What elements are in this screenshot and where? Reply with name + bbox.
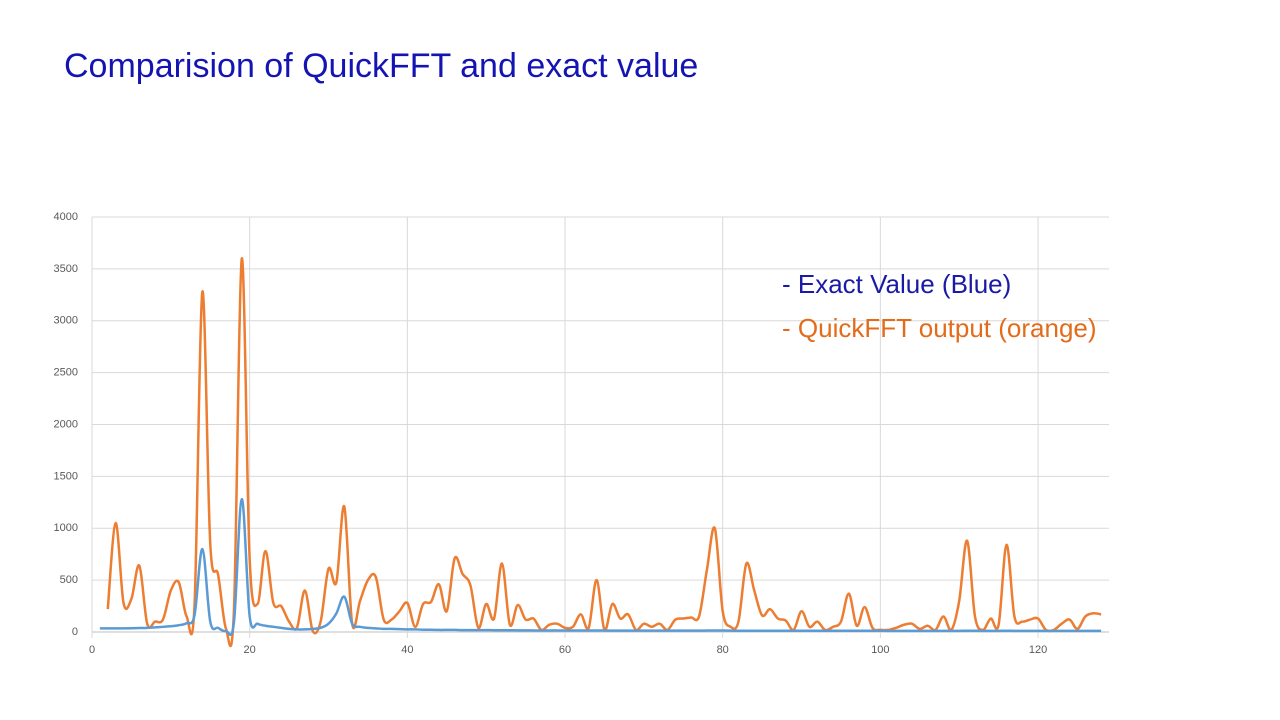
x-tick-label: 20 <box>244 644 256 656</box>
x-tick-label: 120 <box>1029 644 1047 656</box>
x-tick-label: 100 <box>871 644 889 656</box>
x-tick-label: 40 <box>401 644 413 656</box>
y-tick-label: 0 <box>72 626 78 638</box>
x-tick-label: 0 <box>89 644 95 656</box>
y-tick-label: 2000 <box>54 418 78 430</box>
x-tick-label: 60 <box>559 644 571 656</box>
y-tick-label: 1000 <box>54 522 78 534</box>
x-tick-label: 80 <box>717 644 729 656</box>
y-tick-label: 1500 <box>54 470 78 482</box>
legend-entry: - QuickFFT output (orange) <box>782 313 1097 343</box>
y-tick-label: 3000 <box>54 315 78 327</box>
data-line <box>99 497 1102 636</box>
y-tick-label: 500 <box>60 574 78 586</box>
slide-title: Comparision of QuickFFT and exact value <box>64 47 698 85</box>
y-tick-label: 3500 <box>54 263 78 275</box>
y-tick-label: 4000 <box>54 211 78 223</box>
data-line <box>106 257 1102 648</box>
legend-entry: - Exact Value (Blue) <box>782 269 1011 299</box>
y-tick-label: 2500 <box>54 367 78 379</box>
